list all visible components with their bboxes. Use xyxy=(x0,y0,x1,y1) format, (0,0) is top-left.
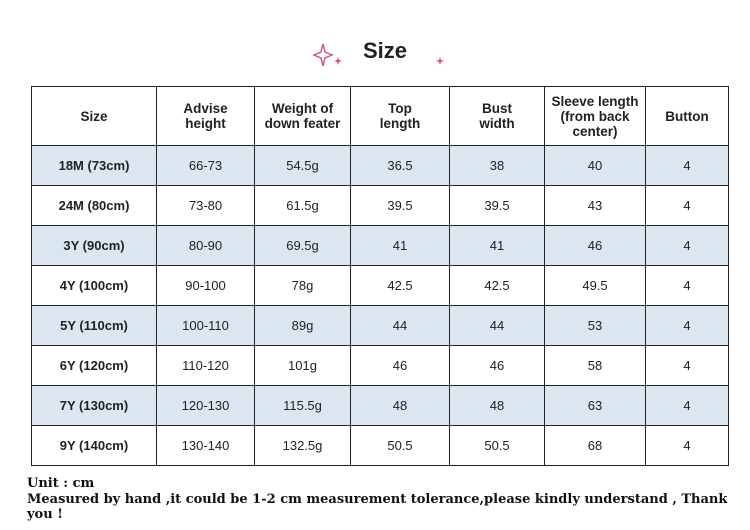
header-text: Advise height xyxy=(183,101,228,131)
cell: 40 xyxy=(544,145,646,186)
cell: 78g xyxy=(254,265,351,306)
sparkle xyxy=(312,43,334,67)
cell: 69.5g xyxy=(254,225,351,266)
cell: 63 xyxy=(544,385,646,426)
cell: 44 xyxy=(449,305,545,346)
cell: 36.5 xyxy=(350,145,450,186)
cell: 4 xyxy=(645,145,729,186)
table-row: 24M (80cm) 73-80 61.5g 39.5 39.5 43 4 xyxy=(31,185,729,226)
header-text: Top length xyxy=(379,101,421,131)
cell: 4 xyxy=(645,425,729,466)
header-text: Size xyxy=(80,108,108,124)
header-cell: Top length xyxy=(350,86,450,146)
cell: 100-110 xyxy=(156,305,255,346)
cell: 46 xyxy=(449,345,545,386)
cell: 4Y (100cm) xyxy=(31,265,157,306)
title: Size xyxy=(362,38,408,63)
cell: 41 xyxy=(350,225,450,266)
cell: 48 xyxy=(449,385,545,426)
cell: 5Y (110cm) xyxy=(31,305,157,346)
cell: 41 xyxy=(449,225,545,266)
sparkle xyxy=(334,57,342,65)
cell: 49.5 xyxy=(544,265,646,306)
table-row: 6Y (120cm) 110-120 101g 46 46 58 4 xyxy=(31,345,729,386)
cell: 46 xyxy=(544,225,646,266)
header-text: Weight of down feater xyxy=(264,101,341,131)
sparkle xyxy=(436,57,444,65)
cell: 7Y (130cm) xyxy=(31,385,157,426)
header-row: Size Advise height Weight of down feater To… xyxy=(31,86,729,146)
cell: 54.5g xyxy=(254,145,351,186)
table-row: 9Y (140cm) 130-140 132.5g 50.5 50.5 68 4 xyxy=(31,425,729,466)
cell: 4 xyxy=(645,385,729,426)
decoration xyxy=(312,43,444,67)
cell: 4 xyxy=(645,225,729,266)
cell: 38 xyxy=(449,145,545,186)
header-cell: Button xyxy=(645,86,729,146)
cell: 110-120 xyxy=(156,345,255,386)
cell: 4 xyxy=(645,305,729,346)
cell: 66-73 xyxy=(156,145,255,186)
cell: 46 xyxy=(350,345,450,386)
header-text: Button xyxy=(665,108,709,124)
table-row: 4Y (100cm) 90-100 78g 42.5 42.5 49.5 4 xyxy=(31,265,729,306)
cell: 9Y (140cm) xyxy=(31,425,157,466)
note: Measured by hand ,it could be 1-2 cm mea… xyxy=(27,492,728,522)
cell: 24M (80cm) xyxy=(31,185,157,226)
cell: 50.5 xyxy=(350,425,450,466)
cell: 61.5g xyxy=(254,185,351,226)
cell: 3Y (90cm) xyxy=(31,225,157,266)
cell: 132.5g xyxy=(254,425,351,466)
cell: 39.5 xyxy=(449,185,545,226)
cell: 101g xyxy=(254,345,351,386)
table-row: 7Y (130cm) 120-130 115.5g 48 48 63 4 xyxy=(31,385,729,426)
header-cell: Weight of down feater xyxy=(254,86,351,146)
cell: 4 xyxy=(645,345,729,386)
cell: 73-80 xyxy=(156,185,255,226)
cell: 130-140 xyxy=(156,425,255,466)
cell: 90-100 xyxy=(156,265,255,306)
cell: 48 xyxy=(350,385,450,426)
cell: 42.5 xyxy=(350,265,450,306)
cell: 53 xyxy=(544,305,646,346)
cell: 43 xyxy=(544,185,646,226)
cell: 39.5 xyxy=(350,185,450,226)
cell: 68 xyxy=(544,425,646,466)
cell: 80-90 xyxy=(156,225,255,266)
header-cell: Size xyxy=(31,86,157,146)
cell: 18M (73cm) xyxy=(31,145,157,186)
cell: 89g xyxy=(254,305,351,346)
cell: 50.5 xyxy=(449,425,545,466)
cell: 6Y (120cm) xyxy=(31,345,157,386)
cell: 44 xyxy=(350,305,450,346)
cell: 4 xyxy=(645,185,729,226)
header-text: Sleeve length (from back center) xyxy=(551,93,639,139)
cell: 120-130 xyxy=(156,385,255,426)
header-text: Bust width xyxy=(479,101,515,131)
size-table: Size Advise height Weight of down feater To… xyxy=(31,86,729,466)
header-cell: Bust width xyxy=(449,86,545,146)
cell: 42.5 xyxy=(449,265,545,306)
note: Unit : cm xyxy=(27,476,95,491)
cell: 4 xyxy=(645,265,729,306)
table-row: 5Y (110cm) 100-110 89g 44 44 53 4 xyxy=(31,305,729,346)
header-cell: Sleeve length (from back center) xyxy=(544,86,646,146)
cell: 58 xyxy=(544,345,646,386)
header-cell: Advise height xyxy=(156,86,255,146)
table-row: 18M (73cm) 66-73 54.5g 36.5 38 40 4 xyxy=(31,145,729,186)
cell: 115.5g xyxy=(254,385,351,426)
table-row: 3Y (90cm) 80-90 69.5g 41 41 46 4 xyxy=(31,225,729,266)
